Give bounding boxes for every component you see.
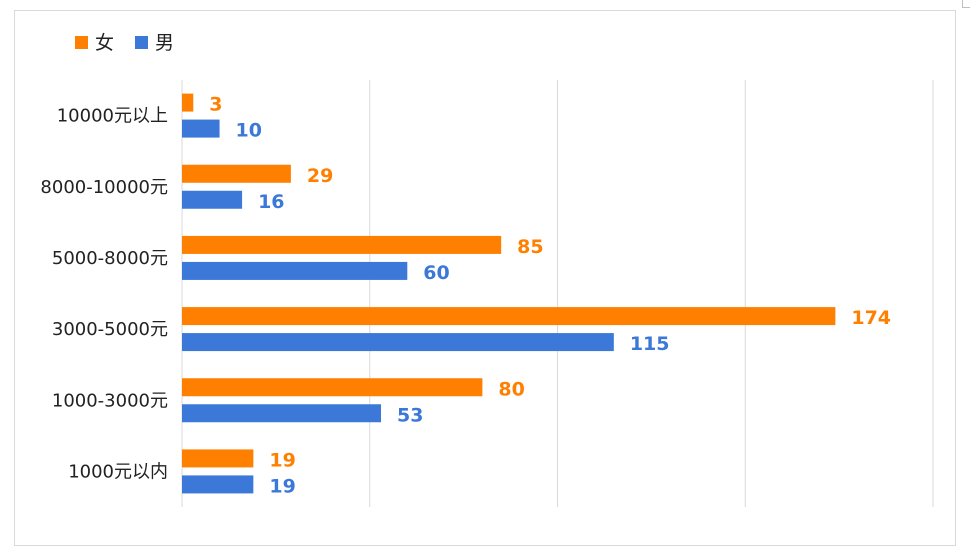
- bar-male: [182, 190, 243, 209]
- category-label: 3000-5000元: [52, 319, 168, 340]
- bar-male: [182, 261, 408, 280]
- gridlines: [181, 80, 934, 507]
- bar-male: [182, 119, 220, 138]
- category-label: 1000-3000元: [52, 390, 168, 411]
- chart-frame: [14, 10, 956, 546]
- data-label: 115: [630, 333, 670, 355]
- category-label: 5000-8000元: [52, 248, 168, 269]
- bar-female: [182, 378, 483, 397]
- data-label: 19: [269, 475, 295, 497]
- data-label: 29: [307, 165, 333, 187]
- category-label: 10000元以上: [57, 106, 168, 127]
- data-label: 19: [269, 449, 295, 471]
- data-label: 3: [209, 94, 222, 116]
- bar-female: [182, 164, 291, 183]
- legend: 女男: [75, 32, 174, 54]
- bar-male: [182, 475, 254, 494]
- data-label: 60: [423, 262, 449, 284]
- bar-female: [182, 307, 836, 326]
- legend-swatch: [135, 36, 148, 49]
- bar-female: [182, 449, 254, 468]
- bar-male: [182, 404, 382, 423]
- bar-female: [182, 235, 502, 254]
- category-label: 8000-10000元: [40, 177, 168, 198]
- legend-label: 女: [95, 32, 114, 54]
- data-label: 174: [851, 307, 891, 329]
- legend-label: 男: [155, 32, 174, 54]
- data-label: 85: [517, 236, 543, 258]
- legend-swatch: [75, 36, 88, 49]
- data-label: 10: [236, 120, 262, 142]
- bars: [182, 93, 836, 494]
- category-label: 1000元以内: [68, 461, 168, 482]
- category-labels: 10000元以上 8000-10000元 5000-8000元 3000-5000元 1…: [40, 106, 168, 483]
- data-label: 16: [258, 191, 284, 213]
- data-label: 53: [397, 404, 423, 426]
- resize-handle-icon: [962, 0, 970, 8]
- bar-female: [182, 93, 194, 112]
- value-labels: 3 10 29 16 85 60 174 115 80 53 19 19: [209, 94, 891, 498]
- data-label: 80: [498, 378, 524, 400]
- bar-male: [182, 333, 614, 352]
